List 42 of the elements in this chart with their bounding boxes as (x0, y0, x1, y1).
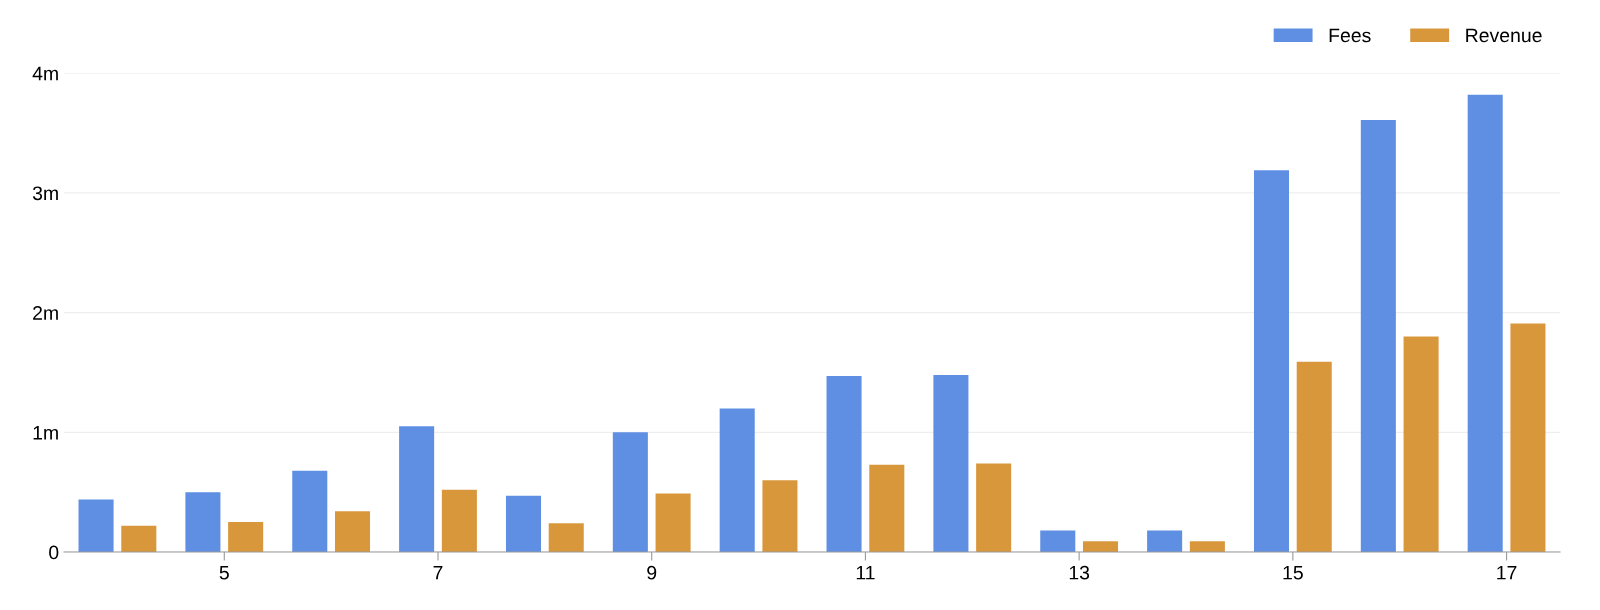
bar (612, 432, 648, 553)
bar (762, 480, 798, 553)
bar (933, 374, 969, 553)
x-tick-label: 13 (1069, 565, 1090, 580)
bar (655, 493, 691, 553)
bar (399, 426, 435, 553)
bar (185, 492, 221, 553)
x-tick-label: 7 (433, 565, 443, 580)
y-tick-label: 2m (33, 306, 58, 320)
legend-label: Revenue (1466, 28, 1542, 43)
bar (78, 499, 114, 553)
bar (548, 523, 584, 553)
bar (719, 408, 755, 553)
bar (1467, 94, 1503, 553)
bar (1147, 530, 1183, 553)
bar (1360, 119, 1396, 553)
legend-label: Fees (1329, 28, 1371, 43)
bar (334, 511, 371, 553)
bar (826, 376, 862, 553)
bar (505, 495, 542, 553)
bar (228, 522, 264, 553)
bar (1253, 170, 1290, 553)
x-tick-label: 9 (647, 565, 657, 580)
y-tick-label: 0 (49, 545, 59, 560)
bar (976, 463, 1012, 553)
y-tick-label: 3m (32, 186, 58, 201)
bar (1296, 361, 1332, 553)
x-tick-label: 5 (219, 565, 229, 580)
x-tick-label: 17 (1497, 565, 1517, 580)
y-tick-label: 4m (32, 66, 58, 81)
bar (1510, 323, 1546, 553)
x-tick-label: 11 (856, 565, 875, 580)
x-tick-label: 15 (1283, 565, 1303, 580)
y-tick-label: 1m (33, 426, 58, 440)
bar (1403, 336, 1439, 553)
bar (1189, 541, 1225, 553)
bar (869, 464, 905, 553)
bar (441, 489, 477, 553)
bar (121, 525, 157, 553)
bar (292, 470, 328, 553)
bar (1082, 541, 1119, 553)
bar (1040, 530, 1076, 553)
